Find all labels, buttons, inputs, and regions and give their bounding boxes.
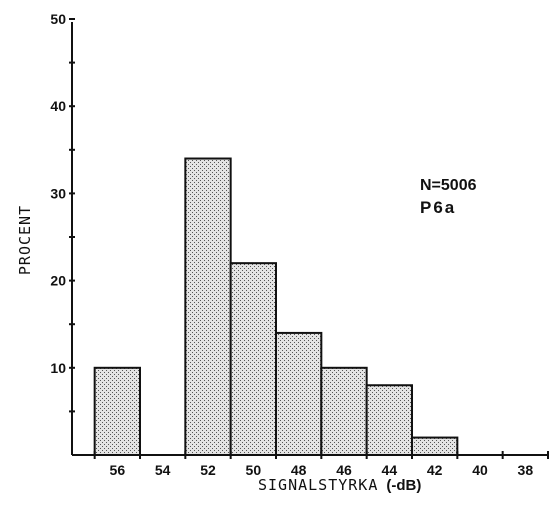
y-tick-label: 10 xyxy=(50,360,66,376)
histogram-bar xyxy=(411,436,459,456)
histogram-bar xyxy=(229,262,278,456)
y-tick-label: 40 xyxy=(50,98,66,114)
annotation-label: P6a xyxy=(420,198,456,217)
x-tick-label: 52 xyxy=(200,462,216,478)
histogram-bar xyxy=(275,331,323,457)
y-tick-label: 50 xyxy=(50,11,66,27)
x-axis-title: SIGNALSTYRKA (-dB) xyxy=(258,476,421,494)
x-tick-label: 54 xyxy=(155,462,171,478)
y-tick-label: 20 xyxy=(50,273,66,289)
x-tick-label: 44 xyxy=(382,462,398,478)
annotation-n: N=5006 xyxy=(420,177,477,194)
x-ticks-layer: 56 54 52 50 48 46 44 42 40 38 xyxy=(93,451,549,478)
x-tick-label: 40 xyxy=(472,462,488,478)
x-tick-label: 50 xyxy=(246,462,262,478)
x-tick-label: 42 xyxy=(427,462,443,478)
y-ticks-layer: 10 20 30 40 50 xyxy=(50,11,75,413)
x-axis-title-unit: (-dB) xyxy=(386,477,421,494)
x-tick-label: 48 xyxy=(291,462,307,478)
y-axis-title: PROCENT xyxy=(16,205,34,275)
x-tick-label: 56 xyxy=(110,462,126,478)
histogram-bar xyxy=(365,384,413,456)
x-tick-label: 46 xyxy=(336,462,352,478)
histogram-bar xyxy=(184,157,232,457)
x-axis-title-main: SIGNALSTYRKA xyxy=(258,476,378,494)
y-tick-label: 30 xyxy=(50,185,66,201)
x-tick-label: 38 xyxy=(518,462,534,478)
bars-layer xyxy=(93,157,459,457)
histogram-bar xyxy=(320,366,368,456)
histogram-bar xyxy=(93,366,141,456)
